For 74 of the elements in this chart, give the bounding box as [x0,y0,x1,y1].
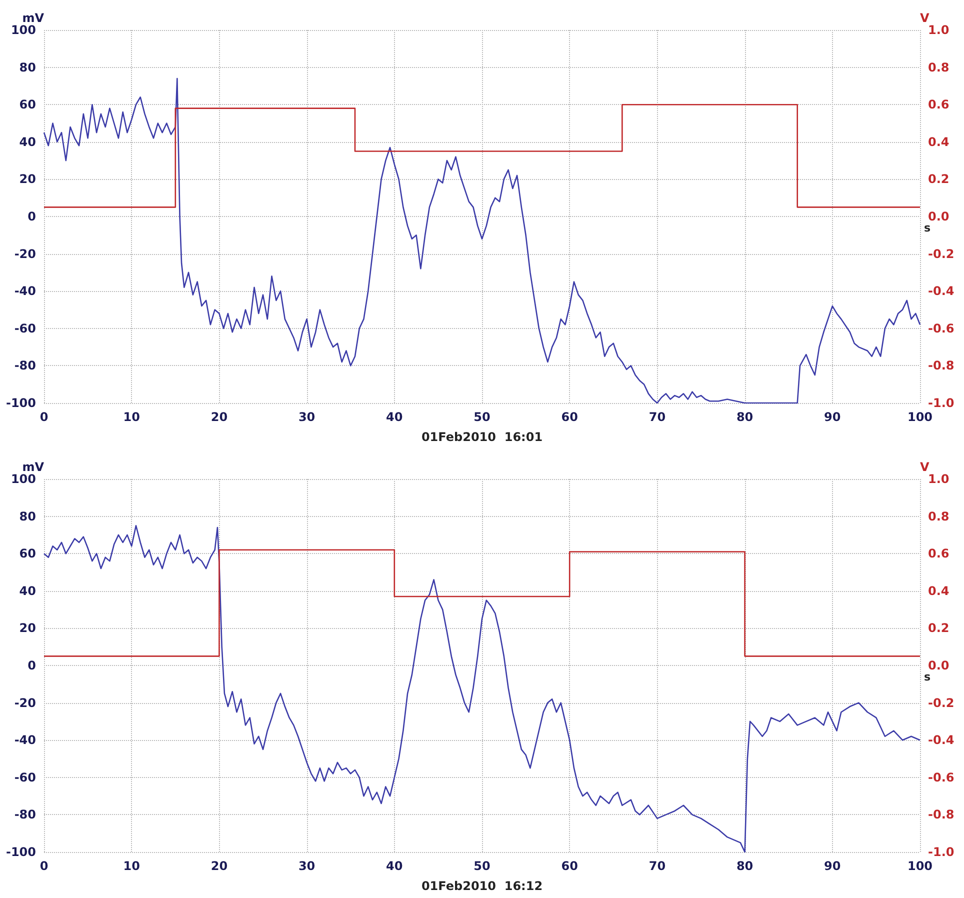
y2-tick-label: -1.0 [928,396,954,410]
y-tick-label: -40 [14,733,36,748]
y2-tick-label: -0.6 [928,321,954,336]
y-tick-label: -100 [6,396,36,410]
y-tick-label: 100 [10,472,36,486]
y-tick-label: 60 [19,98,36,112]
y-tick-label: 20 [19,172,36,186]
y-tick-label: -40 [14,284,36,298]
y-tick-label: -60 [14,321,36,336]
y2-tick-label: 0.0 [928,210,950,224]
y-tick-label: 20 [19,621,36,636]
x-tick-label: 70 [648,859,666,873]
x-tick-label: 10 [123,410,140,424]
x-tick-label: 50 [474,859,490,873]
y2-tick-label: 1.0 [928,23,950,37]
x-tick-label: 80 [736,410,754,424]
x-tick-label: 60 [561,410,578,424]
y-tick-label: 100 [10,23,36,37]
x-tick-label: 0 [40,410,48,424]
y2-tick-label: 0.4 [928,584,950,598]
y-tick-label: 40 [19,134,36,149]
y-tick-label: 0 [28,658,36,672]
y-axis-title: mV [22,460,45,474]
x-tick-label: 100 [907,859,933,873]
x-tick-label: 60 [561,859,578,873]
y2-tick-label: 0.4 [928,134,950,149]
y2-tick-label: 0.6 [928,546,950,561]
y-axis-title: mV [22,11,45,25]
x-tick-label: 90 [824,859,841,873]
y-tick-label: -20 [14,246,36,261]
x-tick-label: 0 [40,859,48,873]
y-tick-label: -80 [14,808,36,822]
y2-tick-label: -0.2 [928,696,954,710]
x-tick-label: 80 [736,859,754,873]
x-tick-label: 20 [210,859,228,873]
y2-tick-label: 0.8 [928,509,950,524]
x-tick-label: 90 [824,410,841,424]
y2-tick-label: -0.8 [928,358,954,373]
y2-tick-label: -0.4 [928,733,954,748]
y-tick-label: 80 [19,509,36,524]
y2-tick-label: 0.6 [928,98,950,112]
y2-tick-label: 0.8 [928,60,950,74]
y2-tick-label: -0.6 [928,770,954,784]
x-tick-label: 40 [386,410,403,424]
y2-tick-label: -1.0 [928,845,954,859]
y2-axis-title: V [920,11,930,25]
text: 01Feb2010 16:01 [421,430,543,444]
x-tick-label: 40 [386,859,403,873]
y-tick-label: -100 [6,845,36,859]
y2-tick-label: -0.4 [928,284,954,298]
y2-tick-label: -0.2 [928,246,954,261]
text: 01Feb2010 16:12 [421,879,543,893]
y-tick-label: 60 [19,546,36,561]
y2-tick-label: -0.8 [928,808,954,822]
y-tick-label: 0 [28,210,36,224]
y2-tick-label: 0.2 [928,172,950,186]
y2-tick-label: 1.0 [928,472,950,486]
y2-tick-label: 0.2 [928,621,950,636]
x-tick-label: 10 [123,859,140,873]
x-axis-title: s [924,670,931,684]
y2-axis-title: V [920,460,930,474]
y2-tick-label: 0.0 [928,658,950,672]
x-tick-label: 100 [907,410,933,424]
x-tick-label: 70 [648,410,666,424]
y-tick-label: 80 [19,60,36,74]
x-tick-label: 20 [210,410,228,424]
y-tick-label: -80 [14,358,36,373]
x-axis-title: s [924,222,931,234]
x-tick-label: 50 [474,410,490,424]
y-tick-label: 40 [19,584,36,598]
x-tick-label: 30 [298,859,316,873]
x-tick-label: 30 [298,410,316,424]
y-tick-label: -20 [14,696,36,710]
y-tick-label: -60 [14,770,36,784]
